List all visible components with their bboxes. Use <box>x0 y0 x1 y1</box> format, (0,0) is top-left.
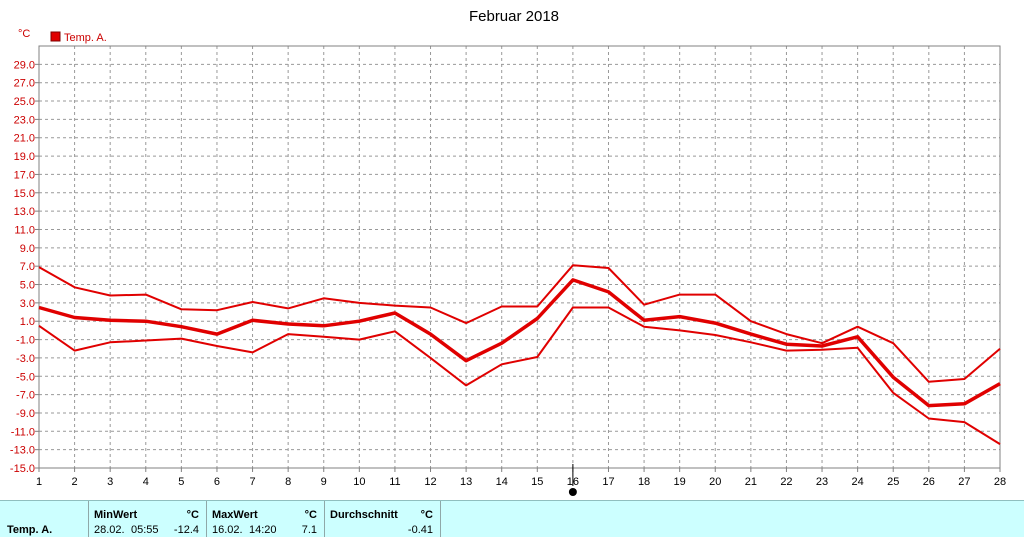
min-label: MinWert <box>94 509 138 521</box>
y-tick-label: 17.0 <box>14 169 35 181</box>
y-tick-label: 29.0 <box>14 59 35 71</box>
y-tick-label: 27.0 <box>14 78 35 90</box>
min-value-cell: MinWert °C 28.02. 05:55 -12.4 <box>89 501 207 537</box>
legend-swatch <box>50 31 61 42</box>
y-tick-label: -9.0 <box>16 408 35 420</box>
y-tick-label: -11.0 <box>11 426 35 438</box>
y-tick-label: 11.0 <box>14 224 35 236</box>
day-marker <box>568 464 577 496</box>
average-cell: Durchschnitt °C -0.41 <box>325 501 441 537</box>
y-tick-label: -1.0 <box>16 335 35 347</box>
x-tick-label: 14 <box>496 476 508 488</box>
x-tick-label: 26 <box>923 476 935 488</box>
average-unit: °C <box>420 509 433 521</box>
y-tick-label: 15.0 <box>14 188 35 200</box>
series-line-max <box>38 264 1001 383</box>
y-tick-label: 25.0 <box>14 96 35 108</box>
x-tick-label: 18 <box>638 476 650 488</box>
min-date: 28.02. <box>94 524 125 536</box>
x-tick-label: 13 <box>460 476 472 488</box>
y-tick-label: 21.0 <box>14 133 35 145</box>
stats-panel: Temp. A. MinWert °C 28.02. 05:55 -12.4 M… <box>0 500 1024 537</box>
x-tick-label: 7 <box>249 476 255 488</box>
plot-area <box>38 45 1001 469</box>
max-unit: °C <box>304 509 317 521</box>
y-tick-label: 9.0 <box>20 243 35 255</box>
y-axis-unit: °C <box>18 28 30 40</box>
y-tick-label: 13.0 <box>14 206 35 218</box>
legend-label: Temp. A. <box>64 32 107 44</box>
x-tick-label: 24 <box>852 476 864 488</box>
day-marker-dot <box>568 488 577 496</box>
x-tick-label: 1 <box>36 476 42 488</box>
y-axis: 29.0 27.0 25.0 23.0 21.0 19.0 17.0 15.0 13.0 11.0… <box>10 59 39 475</box>
y-tick-label: -7.0 <box>16 390 35 402</box>
y-tick-label: -13.0 <box>10 445 35 457</box>
y-tick-label: 1.0 <box>20 316 35 328</box>
x-tick-label: 12 <box>424 476 436 488</box>
x-tick-label: 2 <box>72 476 78 488</box>
series-line-mean <box>38 278 1001 408</box>
min-unit: °C <box>186 509 199 521</box>
temperature-chart: Februar 2018 °C Temp. A. 29.027.025.023.… <box>10 8 1006 496</box>
stats-row-label-cell: Temp. A. <box>0 501 89 537</box>
max-date: 16.02. <box>212 524 243 536</box>
x-tick-label: 9 <box>321 476 327 488</box>
x-tick-label: 15 <box>531 476 543 488</box>
y-tick-label: 5.0 <box>20 280 35 292</box>
x-tick-label: 11 <box>389 476 400 488</box>
x-tick-label: 19 <box>674 476 686 488</box>
x-tick-label: 23 <box>816 476 828 488</box>
y-tick-label: 23.0 <box>14 114 35 126</box>
x-tick-label: 6 <box>214 476 220 488</box>
x-tick-label: 4 <box>143 476 149 488</box>
x-tick-label: 22 <box>780 476 792 488</box>
y-tick-label: -5.0 <box>16 371 35 383</box>
y-tick-label: 19.0 <box>14 151 35 163</box>
x-tick-label: 21 <box>745 476 757 488</box>
x-axis: 1 2 3 4 5 6 7 8 9 10 11 12 13 14 15 16 17 18 19 20 21 22 23 24 2… <box>36 468 1006 488</box>
x-tick-label: 5 <box>178 476 184 488</box>
x-tick-label: 28 <box>994 476 1006 488</box>
max-value-cell: MaxWert °C 16.02. 14:20 7.1 <box>207 501 325 537</box>
max-label: MaxWert <box>212 509 258 521</box>
x-tick-label: 20 <box>709 476 721 488</box>
y-tick-label: -15.0 <box>10 463 35 475</box>
grid-lines <box>39 46 1000 468</box>
series-line-min <box>38 306 1001 445</box>
x-tick-label: 3 <box>107 476 113 488</box>
series-lines <box>38 264 1001 445</box>
max-value: 7.1 <box>301 524 317 536</box>
y-tick-label: 3.0 <box>20 298 35 310</box>
max-time: 14:20 <box>249 524 277 536</box>
x-tick-label: 10 <box>353 476 365 488</box>
x-tick-label: 25 <box>887 476 899 488</box>
average-value: -0.41 <box>407 524 433 536</box>
average-label: Durchschnitt <box>330 509 398 521</box>
chart-title: Februar 2018 <box>469 8 559 25</box>
x-tick-label: 27 <box>958 476 970 488</box>
y-tick-label: 7.0 <box>20 261 35 273</box>
stats-row-label: Temp. A. <box>7 524 53 536</box>
y-tick-label: -3.0 <box>16 353 35 365</box>
min-time: 05:55 <box>131 524 159 536</box>
min-value: -12.4 <box>173 524 199 536</box>
x-tick-label: 17 <box>602 476 614 488</box>
x-tick-label: 8 <box>285 476 291 488</box>
